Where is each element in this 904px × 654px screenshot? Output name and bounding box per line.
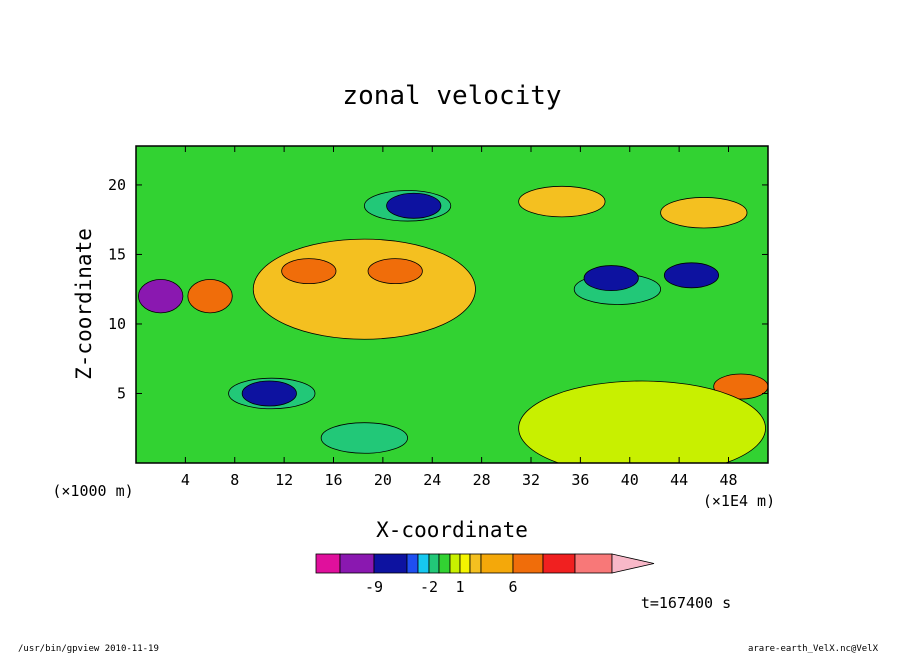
contour-core [386, 192, 442, 219]
x-tick-label: 48 [719, 471, 737, 489]
colorbar-segment [512, 553, 544, 574]
colorbar-segment [469, 553, 482, 574]
y-tick-label: 15 [108, 245, 126, 263]
contour-region [518, 380, 766, 463]
y-tick-label: 20 [108, 176, 126, 194]
footer-right-text: arare-earth_VelX.nc@VelX [748, 644, 879, 654]
colorbar-tick-label: 1 [455, 578, 464, 596]
colorbar-segment [438, 553, 451, 574]
x-tick-label: 32 [522, 471, 540, 489]
time-label: t=167400 s [641, 594, 731, 612]
colorbar-segment [480, 553, 514, 574]
colorbar-tick-label: -2 [420, 578, 438, 596]
colorbar-segment [315, 553, 341, 574]
y-axis-unit: (×1000 m) [52, 482, 133, 500]
colorbar: -9 -2 1 6 [315, 553, 655, 596]
x-tick-label: 4 [181, 471, 190, 489]
colorbar-segment [459, 553, 471, 574]
contour-jet [138, 279, 184, 314]
footer-left-text: /usr/bin/gpview 2010-11-19 [18, 644, 159, 654]
x-tick-label: 44 [670, 471, 688, 489]
contour-cell [518, 185, 606, 218]
colorbar-segment [449, 553, 461, 574]
x-tick-label: 8 [230, 471, 239, 489]
contour-jet [187, 279, 233, 314]
contour-core [281, 258, 337, 285]
colorbar-segment [574, 553, 613, 574]
colorbar-segment [406, 553, 419, 574]
x-axis-label: X-coordinate [376, 518, 528, 542]
colorbar-tick-label: -9 [365, 578, 383, 596]
x-axis: 4 8 12 16 20 24 28 32 36 40 44 48 [181, 146, 738, 489]
colorbar-extend-max [611, 553, 655, 574]
chart-title: zonal velocity [342, 81, 561, 111]
colorbar-segment [339, 553, 375, 574]
colorbar-segment [373, 553, 408, 574]
plot-frame [135, 145, 769, 464]
contour-plume [252, 238, 476, 340]
x-tick-label: 16 [324, 471, 342, 489]
x-tick-label: 24 [423, 471, 441, 489]
contour-core [713, 373, 768, 400]
y-axis-label: Z-coordinate [72, 228, 96, 380]
x-tick-label: 40 [621, 471, 639, 489]
contour-core [241, 380, 297, 407]
y-axis: 5 10 15 20 [108, 176, 768, 402]
contour-cell [660, 197, 748, 229]
y-tick-label: 5 [117, 384, 126, 402]
colorbar-segment [542, 553, 576, 574]
colorbar-segment [428, 553, 440, 574]
contour-core [367, 258, 423, 285]
contour-cell [320, 422, 408, 454]
colorbar-tick-label: 6 [508, 578, 517, 596]
contour-core [663, 262, 720, 289]
x-axis-unit: (×1E4 m) [703, 492, 775, 510]
x-tick-label: 28 [473, 471, 491, 489]
contour-field [138, 185, 768, 463]
x-tick-label: 12 [275, 471, 293, 489]
x-tick-label: 20 [374, 471, 392, 489]
contour-core [583, 265, 639, 291]
y-tick-label: 10 [108, 315, 126, 333]
colorbar-segment [417, 553, 430, 574]
x-tick-label: 36 [571, 471, 589, 489]
